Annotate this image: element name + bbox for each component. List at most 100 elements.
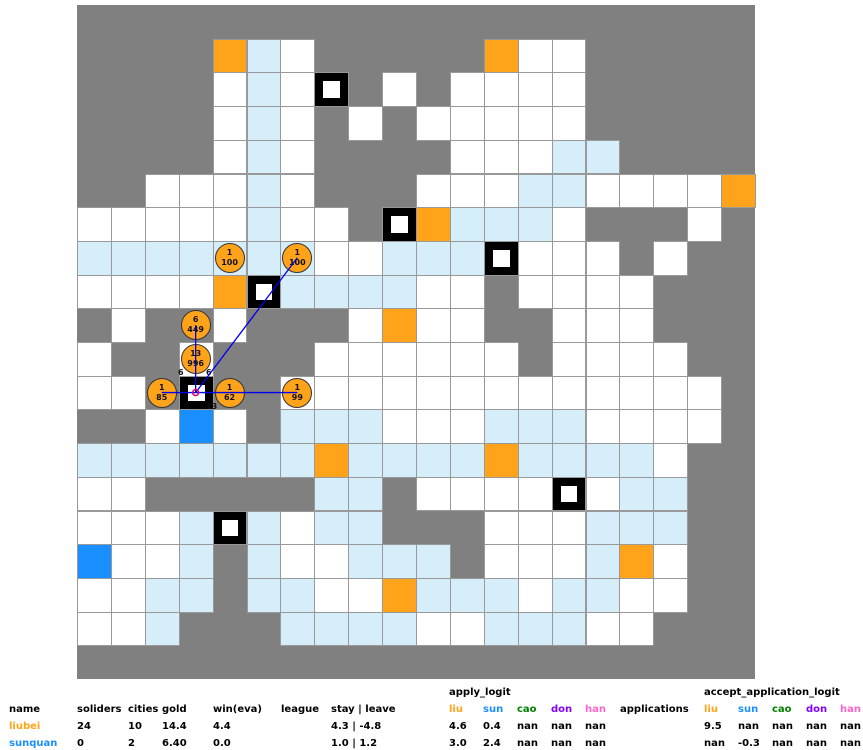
empty-tile[interactable]: [483, 544, 519, 579]
empty-tile[interactable]: [585, 173, 621, 209]
empty-tile[interactable]: [348, 577, 384, 613]
empty-tile[interactable]: [77, 274, 112, 310]
empty-tile[interactable]: [551, 240, 587, 276]
sun-territory-tile[interactable]: [449, 577, 485, 613]
empty-tile[interactable]: [110, 611, 146, 647]
empty-tile[interactable]: [483, 375, 519, 411]
army-unit[interactable]: 6 449: [180, 310, 211, 341]
sun-territory-tile[interactable]: [416, 240, 451, 276]
empty-tile[interactable]: [551, 207, 587, 242]
empty-tile[interactable]: [483, 342, 519, 377]
empty-tile[interactable]: [653, 443, 689, 478]
sun-territory-tile[interactable]: [416, 544, 451, 579]
liu-city-tile[interactable]: [382, 577, 417, 613]
empty-tile[interactable]: [449, 106, 485, 141]
empty-tile[interactable]: [280, 510, 316, 546]
empty-tile[interactable]: [348, 342, 384, 377]
empty-tile[interactable]: [348, 308, 384, 343]
empty-tile[interactable]: [585, 342, 621, 377]
empty-tile[interactable]: [687, 173, 723, 209]
empty-tile[interactable]: [517, 38, 553, 74]
empty-tile[interactable]: [449, 308, 485, 343]
empty-tile[interactable]: [687, 207, 723, 242]
empty-tile[interactable]: [551, 342, 587, 377]
empty-tile[interactable]: [77, 611, 112, 647]
fortress-tile[interactable]: [551, 476, 587, 512]
sun-territory-tile[interactable]: [382, 240, 417, 276]
army-unit[interactable]: 1 100: [282, 242, 313, 273]
fortress-tile[interactable]: [483, 240, 519, 276]
empty-tile[interactable]: [585, 274, 621, 310]
empty-tile[interactable]: [551, 544, 587, 579]
empty-tile[interactable]: [483, 173, 519, 209]
fortress-tile[interactable]: [212, 510, 248, 546]
sun-territory-tile[interactable]: [382, 544, 417, 579]
fortress-tile[interactable]: [382, 207, 417, 242]
empty-tile[interactable]: [77, 342, 112, 377]
empty-tile[interactable]: [212, 173, 248, 209]
fortress-tile[interactable]: [314, 72, 350, 108]
sun-territory-tile[interactable]: [382, 274, 417, 310]
empty-tile[interactable]: [449, 375, 485, 411]
sun-territory-tile[interactable]: [246, 139, 282, 175]
sun-territory-tile[interactable]: [246, 510, 282, 546]
empty-tile[interactable]: [178, 173, 214, 209]
empty-tile[interactable]: [449, 342, 485, 377]
empty-tile[interactable]: [382, 72, 417, 108]
empty-tile[interactable]: [585, 308, 621, 343]
sun-territory-tile[interactable]: [348, 476, 384, 512]
empty-tile[interactable]: [619, 274, 655, 310]
empty-tile[interactable]: [483, 139, 519, 175]
sun-territory-tile[interactable]: [517, 409, 553, 445]
empty-tile[interactable]: [280, 139, 316, 175]
sun-territory-tile[interactable]: [314, 510, 350, 546]
sun-territory-tile[interactable]: [653, 510, 689, 546]
sun-territory-tile[interactable]: [314, 611, 350, 647]
empty-tile[interactable]: [212, 308, 248, 343]
sun-territory-tile[interactable]: [517, 611, 553, 647]
empty-tile[interactable]: [416, 375, 451, 411]
sun-territory-tile[interactable]: [246, 72, 282, 108]
sun-territory-tile[interactable]: [551, 173, 587, 209]
empty-tile[interactable]: [517, 544, 553, 579]
empty-tile[interactable]: [178, 274, 214, 310]
empty-tile[interactable]: [110, 308, 146, 343]
empty-tile[interactable]: [653, 409, 689, 445]
empty-tile[interactable]: [517, 106, 553, 141]
empty-tile[interactable]: [416, 476, 451, 512]
empty-tile[interactable]: [551, 274, 587, 310]
sun-territory-tile[interactable]: [280, 274, 316, 310]
empty-tile[interactable]: [619, 409, 655, 445]
empty-tile[interactable]: [687, 409, 723, 445]
empty-tile[interactable]: [619, 308, 655, 343]
sun-territory-tile[interactable]: [653, 476, 689, 512]
empty-tile[interactable]: [348, 375, 384, 411]
sun-territory-tile[interactable]: [77, 443, 112, 478]
empty-tile[interactable]: [449, 139, 485, 175]
liu-city-tile[interactable]: [483, 38, 519, 74]
sun-territory-tile[interactable]: [585, 510, 621, 546]
empty-tile[interactable]: [483, 476, 519, 512]
sun-territory-tile[interactable]: [246, 544, 282, 579]
empty-tile[interactable]: [314, 342, 350, 377]
sun-territory-tile[interactable]: [314, 409, 350, 445]
sun-territory-tile[interactable]: [449, 207, 485, 242]
sun-territory-tile[interactable]: [280, 443, 316, 478]
empty-tile[interactable]: [416, 173, 451, 209]
sun-territory-tile[interactable]: [246, 173, 282, 209]
sun-territory-tile[interactable]: [178, 240, 214, 276]
empty-tile[interactable]: [280, 207, 316, 242]
sun-territory-tile[interactable]: [246, 443, 282, 478]
sun-territory-tile[interactable]: [178, 544, 214, 579]
empty-tile[interactable]: [585, 476, 621, 512]
sun-territory-tile[interactable]: [517, 443, 553, 478]
sun-territory-tile[interactable]: [348, 443, 384, 478]
empty-tile[interactable]: [653, 577, 689, 613]
empty-tile[interactable]: [585, 240, 621, 276]
empty-tile[interactable]: [449, 611, 485, 647]
empty-tile[interactable]: [585, 375, 621, 411]
sun-territory-tile[interactable]: [483, 577, 519, 613]
empty-tile[interactable]: [416, 342, 451, 377]
sun-territory-tile[interactable]: [314, 274, 350, 310]
sun-territory-tile[interactable]: [314, 476, 350, 512]
